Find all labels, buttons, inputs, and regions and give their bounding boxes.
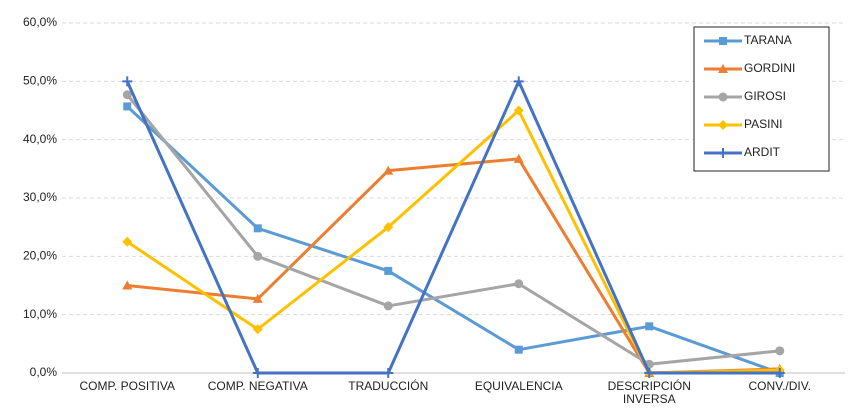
data-point: [774, 368, 785, 378]
data-point: [383, 368, 394, 378]
legend-marker: [718, 64, 728, 73]
series-line: [126, 109, 780, 375]
series-line: [127, 157, 780, 375]
legend-label: PASINI: [744, 117, 782, 131]
data-point: [253, 224, 262, 233]
legend-label: ARDIT: [744, 145, 781, 159]
legend-marker: [718, 148, 728, 158]
data-point: [383, 301, 393, 311]
data-point: [252, 293, 263, 303]
data-point: [122, 76, 133, 87]
legend-label: GIROSI: [744, 89, 786, 103]
data-point: [123, 102, 132, 111]
data-point: [253, 251, 263, 261]
legend-marker: [719, 37, 727, 45]
data-point: [514, 279, 524, 289]
legend-marker: [718, 92, 728, 102]
legend-label: GORDINI: [744, 61, 795, 75]
y-tick-label: 20,0%: [23, 249, 57, 263]
data-point: [252, 324, 263, 335]
series-line: [125, 79, 780, 375]
x-tick-label: CONV./DIV.: [748, 379, 811, 393]
data-point: [513, 105, 524, 116]
x-tick-label: DESCRIPCIÓN INVERSA: [607, 379, 691, 406]
data-point: [383, 222, 394, 233]
data-point: [384, 266, 393, 275]
x-tick-label: TRADUCCIÓN: [348, 379, 429, 393]
data-point: [122, 280, 133, 290]
data-point: [513, 153, 524, 163]
y-tick-label: 40,0%: [23, 132, 57, 146]
data-point: [775, 346, 785, 356]
data-point: [383, 165, 394, 175]
y-tick-label: 60,0%: [23, 15, 57, 29]
data-point: [513, 76, 524, 87]
y-tick-label: 10,0%: [23, 307, 57, 321]
y-tick-label: 30,0%: [23, 190, 57, 204]
x-tick-label: COMP. NEGATIVA: [207, 379, 308, 393]
legend-label: TARANA: [744, 33, 792, 47]
data-point: [122, 236, 133, 247]
x-tick-label: EQUIVALENCIA: [474, 379, 563, 393]
series-line: [126, 105, 781, 375]
data-point: [122, 90, 132, 100]
legend-box: [693, 26, 830, 172]
y-tick-label: 50,0%: [23, 74, 57, 88]
x-tick-label: COMP. POSITIVA: [79, 379, 176, 393]
legend-marker: [718, 120, 728, 130]
data-point: [252, 368, 263, 378]
data-point: [645, 322, 654, 331]
series-line: [126, 93, 780, 366]
y-tick-label: 0,0%: [30, 365, 58, 379]
data-point: [514, 345, 523, 354]
data-point: [644, 368, 655, 378]
